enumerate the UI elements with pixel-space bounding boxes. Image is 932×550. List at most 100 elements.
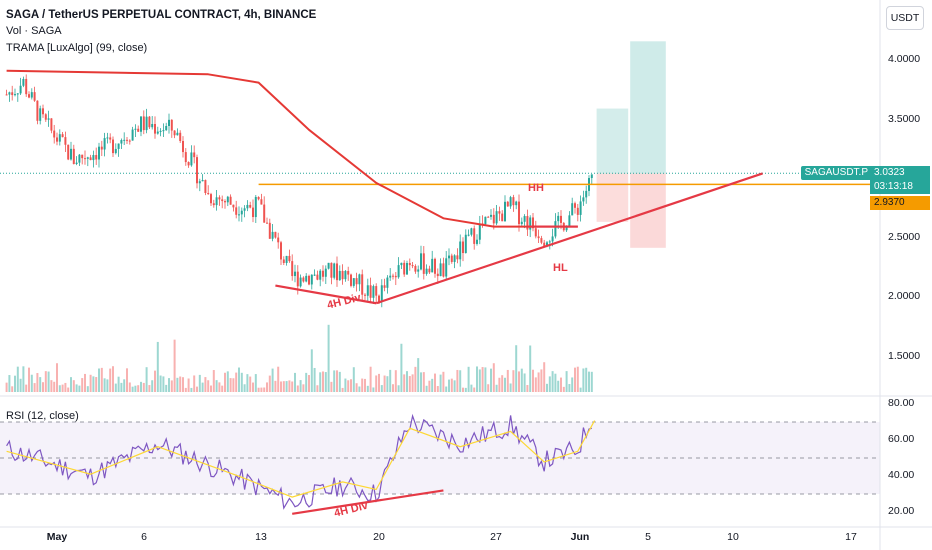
candle xyxy=(509,197,512,207)
volume-bar xyxy=(254,374,257,392)
volume-bar xyxy=(529,345,532,392)
candle xyxy=(84,158,86,160)
candle xyxy=(249,204,252,208)
volume-bar xyxy=(515,345,518,392)
candle xyxy=(366,285,369,296)
candle xyxy=(128,140,131,142)
volume-bar xyxy=(215,380,218,392)
trama-legend[interactable]: TRAMA [LuxAlgo] (99, close) xyxy=(6,42,148,54)
volume-bar xyxy=(540,369,543,392)
candle xyxy=(246,204,249,209)
candle xyxy=(274,231,277,238)
volume-bar xyxy=(532,369,534,392)
volume-bar xyxy=(305,372,308,392)
volume-bar xyxy=(333,370,336,392)
candle xyxy=(42,108,44,115)
volume-bar xyxy=(560,377,562,392)
volume-bar xyxy=(263,387,266,392)
volume-bar xyxy=(142,382,145,392)
candle xyxy=(383,285,386,288)
candle xyxy=(81,154,84,159)
volume-bar xyxy=(266,382,268,392)
candle xyxy=(243,208,246,211)
candle xyxy=(590,174,593,179)
volume-bar xyxy=(378,373,380,392)
volume-bar xyxy=(162,376,165,392)
candle xyxy=(112,139,114,154)
volume-bar xyxy=(257,387,260,392)
candle xyxy=(336,263,338,281)
candle xyxy=(504,201,506,222)
volume-bar xyxy=(473,387,476,392)
volume-bar xyxy=(151,380,154,392)
candle xyxy=(8,92,11,95)
volume-bar xyxy=(42,382,44,392)
volume-bar xyxy=(86,386,89,392)
candle xyxy=(462,241,464,254)
candle xyxy=(271,231,274,239)
price-tick: 2.5000 xyxy=(888,231,921,243)
volume-bar xyxy=(72,380,75,392)
volume-bar xyxy=(126,368,128,392)
candle xyxy=(140,116,142,132)
candle xyxy=(308,275,310,285)
volume-bar xyxy=(420,372,422,392)
currency-button[interactable]: USDT xyxy=(886,6,924,30)
volume-bar xyxy=(422,372,425,392)
volume-bar xyxy=(117,376,120,392)
volume-bar xyxy=(70,377,72,392)
candle xyxy=(464,234,467,254)
candle xyxy=(341,270,344,280)
candle xyxy=(411,265,414,267)
candle xyxy=(148,116,151,128)
volume-bar xyxy=(571,377,574,392)
volume-bar xyxy=(44,371,47,392)
volume-bar xyxy=(414,366,417,392)
volume-legend[interactable]: Vol · SAGA xyxy=(6,25,62,37)
candle xyxy=(378,295,380,302)
volume-bar xyxy=(106,379,109,392)
volume-bar xyxy=(224,372,226,392)
volume-bar xyxy=(484,367,487,392)
candle xyxy=(266,222,268,224)
volume-bar xyxy=(397,385,400,392)
volume-bar xyxy=(218,382,221,392)
volume-bar xyxy=(109,368,112,392)
volume-bar xyxy=(170,380,173,392)
candle xyxy=(254,196,257,218)
rsi-legend[interactable]: RSI (12, close) xyxy=(6,410,79,422)
candle xyxy=(571,203,574,216)
volume-bar xyxy=(347,380,350,392)
candle xyxy=(302,277,305,282)
candle xyxy=(448,255,450,259)
volume-bar xyxy=(436,386,439,392)
candle xyxy=(5,94,8,96)
volume-bar xyxy=(78,385,81,392)
candle xyxy=(523,216,526,222)
volume-bar xyxy=(585,367,588,392)
volume-bar xyxy=(408,376,411,392)
volume-bar xyxy=(221,385,224,392)
volume-bar xyxy=(506,369,509,392)
volume-bar xyxy=(92,376,95,392)
candle xyxy=(400,262,403,266)
candle xyxy=(576,207,579,215)
candle xyxy=(277,237,280,243)
price-tick: 4.0000 xyxy=(888,53,921,65)
candle xyxy=(397,265,400,278)
candle xyxy=(89,157,92,161)
volume-bar xyxy=(114,383,117,392)
candle xyxy=(450,255,453,262)
candle xyxy=(492,214,495,224)
volume-bar xyxy=(394,370,397,392)
chart-title[interactable]: SAGA / TetherUS PERPETUAL CONTRACT, 4h, … xyxy=(6,9,317,21)
candle xyxy=(151,123,154,128)
candle xyxy=(434,258,436,274)
volume-bar xyxy=(322,371,324,392)
volume-bar xyxy=(310,349,313,392)
candle xyxy=(25,78,28,95)
candle xyxy=(478,223,481,240)
candle xyxy=(165,125,168,131)
volume-bar xyxy=(19,378,22,392)
